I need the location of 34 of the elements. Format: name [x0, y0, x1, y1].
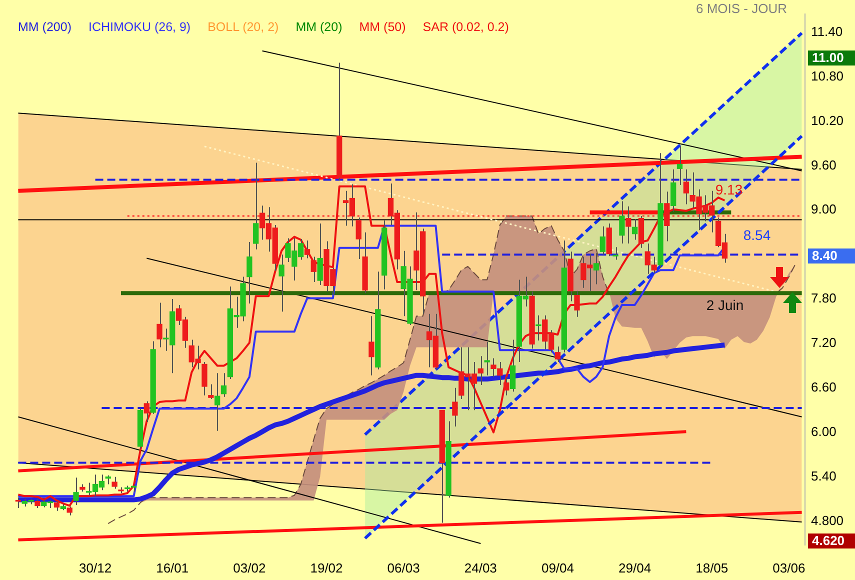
annotation: 8.54 [743, 226, 771, 243]
y-tick-label: 5.40 [811, 468, 836, 484]
x-tick-label: 19/02 [310, 560, 343, 576]
x-tick-label: 03/02 [233, 560, 266, 576]
y-tick-label: 9.00 [811, 202, 836, 217]
y-tick-label: 11.40 [811, 24, 843, 39]
chart-subtitle: 6 MOIS - JOUR [696, 1, 787, 16]
text: 11.00 [812, 50, 844, 66]
x-tick-label: 16/01 [156, 560, 189, 576]
y-tick-label: 10.20 [811, 112, 844, 128]
y-tick-label: 6.60 [811, 380, 836, 395]
annotation: SAR (0.02, 0.2) [422, 20, 509, 34]
text: 8.40 [812, 248, 838, 264]
y-tick-label: 7.20 [811, 335, 836, 350]
text: 4.620 [812, 533, 845, 548]
y-tick-label: 6.00 [811, 424, 836, 439]
text: MM (50) [359, 20, 406, 34]
x-tick-label: 09/04 [541, 560, 574, 576]
annotation: 2 Juin [706, 296, 744, 313]
x-tick-label: 03/06 [772, 560, 806, 576]
y-tick-label: 9.60 [811, 157, 836, 172]
x-tick-label: 30/12 [79, 560, 112, 576]
y-tick-label: 10.80 [811, 68, 844, 84]
x-tick-label: 29/04 [618, 560, 652, 576]
y-tick-label: 4.800 [811, 512, 844, 528]
x-tick-label: 06/03 [387, 560, 420, 576]
annotation: 9.13 [715, 181, 743, 198]
y-tick-label: 7.80 [811, 290, 836, 306]
text: ICHIMOKU (26, 9) [88, 20, 191, 34]
x-tick-label: 18/05 [696, 560, 728, 576]
annotation: BOLL (20, 2) [208, 20, 279, 34]
annotation: MM (20) [296, 20, 342, 34]
x-tick-label: 24/03 [464, 560, 497, 576]
text: MM (200) [18, 20, 72, 34]
